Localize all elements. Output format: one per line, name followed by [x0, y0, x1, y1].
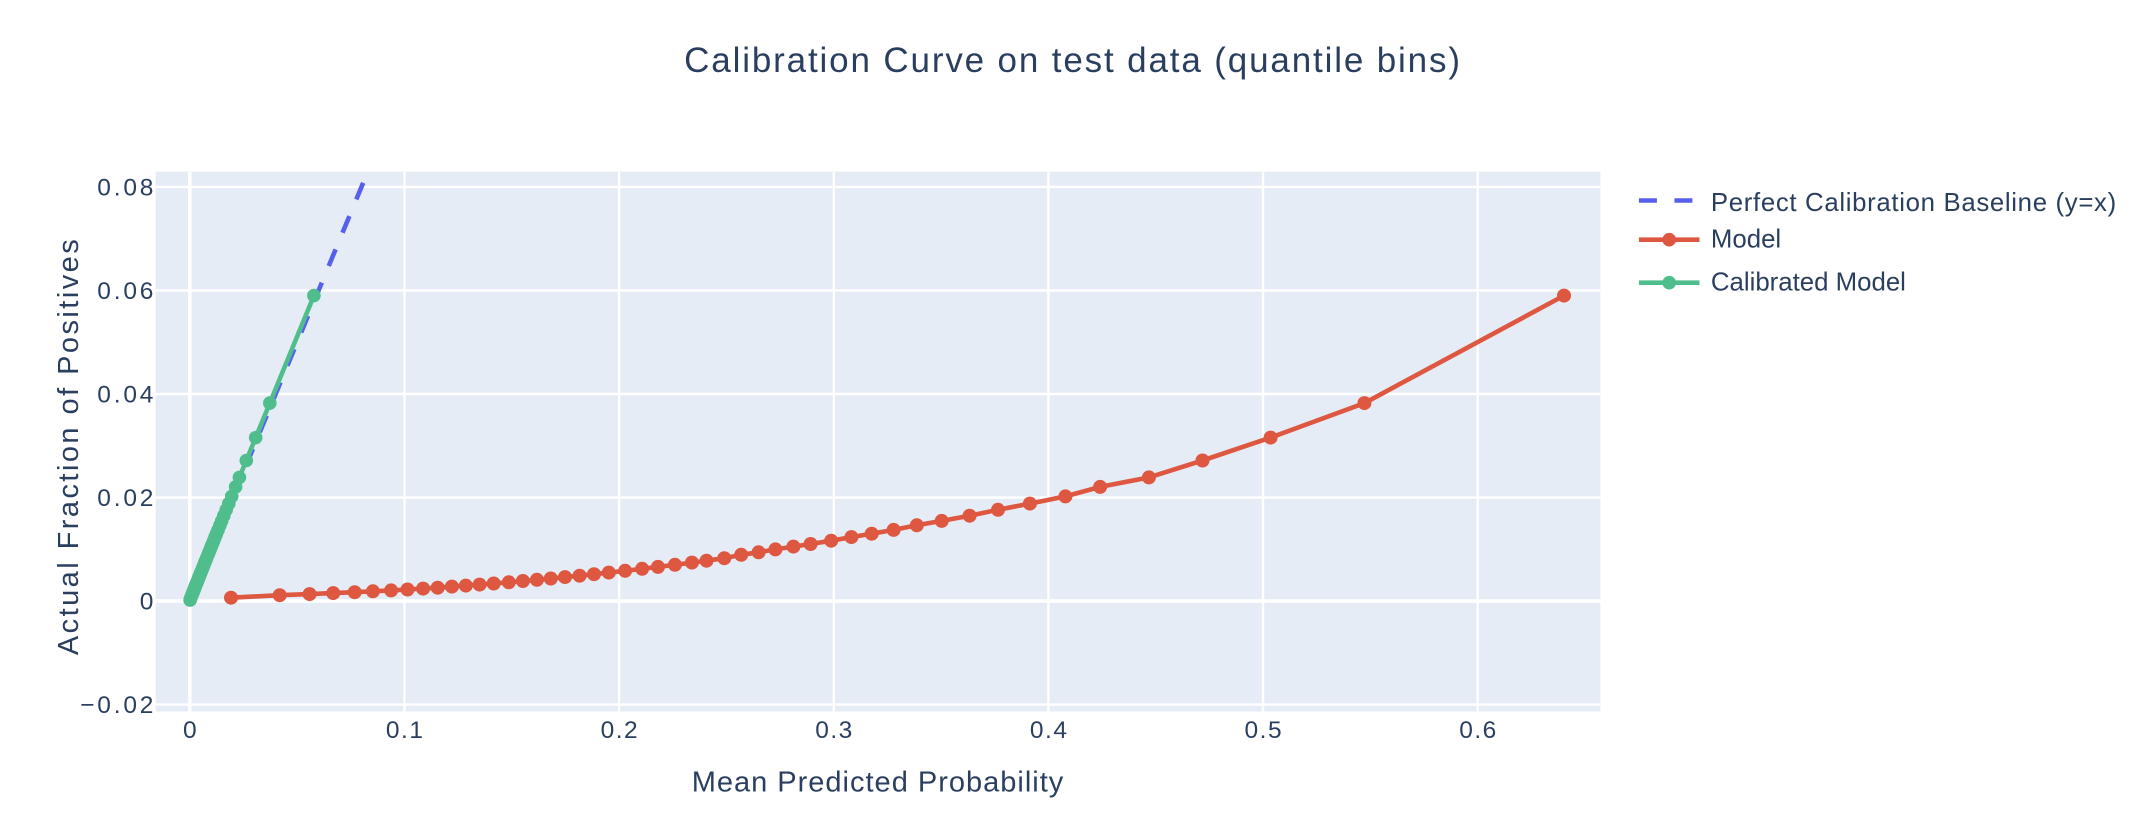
svg-text:0.2: 0.2 — [601, 717, 640, 744]
svg-text:0.04: 0.04 — [97, 382, 156, 409]
svg-text:Mean Predicted Probability: Mean Predicted Probability — [692, 767, 1065, 799]
svg-text:0.4: 0.4 — [1030, 717, 1069, 744]
svg-text:Model: Model — [1711, 226, 1781, 254]
svg-text:0.1: 0.1 — [386, 717, 425, 744]
svg-text:0.6: 0.6 — [1459, 717, 1498, 744]
svg-text:0: 0 — [183, 717, 198, 744]
svg-text:0.08: 0.08 — [97, 174, 156, 201]
svg-text:0.5: 0.5 — [1245, 717, 1284, 744]
svg-text:Calibration Curve on test data: Calibration Curve on test data (quantile… — [684, 41, 1462, 80]
svg-text:0: 0 — [140, 589, 156, 616]
svg-text:Perfect Calibration Baseline (: Perfect Calibration Baseline (y=x) — [1711, 189, 2117, 217]
svg-text:Calibrated Model: Calibrated Model — [1711, 269, 1906, 297]
svg-text:0.06: 0.06 — [97, 278, 156, 305]
svg-text:0.3: 0.3 — [815, 717, 854, 744]
svg-text:−0.02: −0.02 — [80, 692, 156, 719]
svg-text:Actual Fraction of Positives: Actual Fraction of Positives — [53, 237, 85, 655]
svg-text:0.02: 0.02 — [97, 485, 156, 512]
